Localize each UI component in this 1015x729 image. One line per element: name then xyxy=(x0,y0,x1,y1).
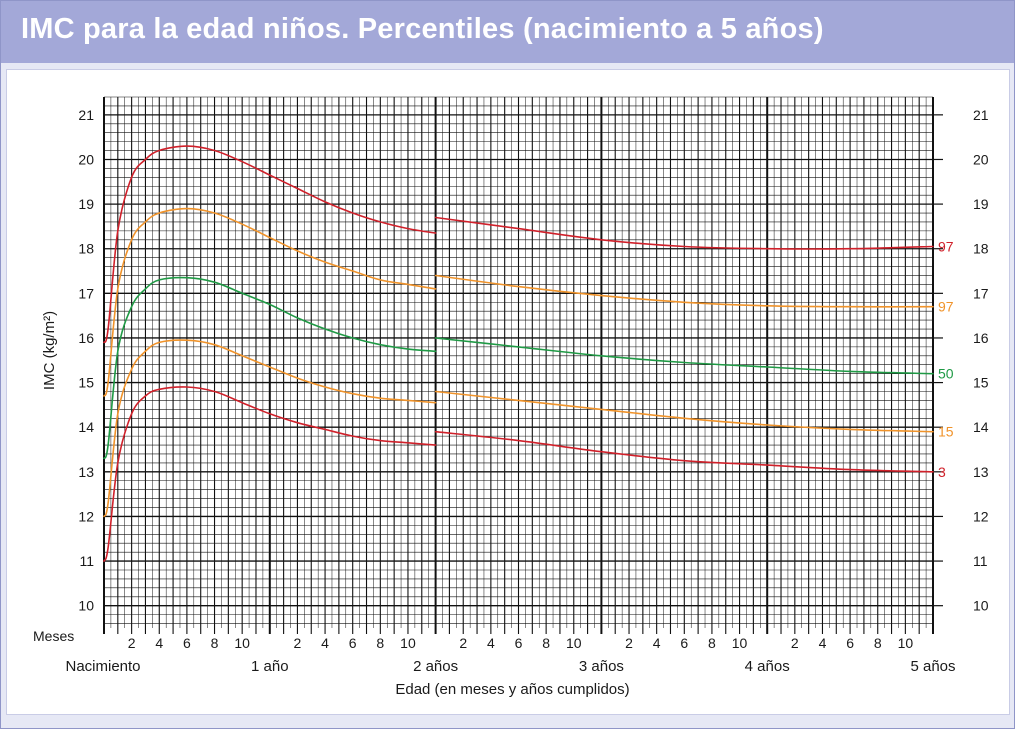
y-tick-label-left: 19 xyxy=(78,196,94,212)
y-tick-label-left: 18 xyxy=(78,241,94,257)
month-tick-label: 4 xyxy=(487,635,495,651)
month-tick-label: 2 xyxy=(128,635,136,651)
axis-labels: 10 10 11 11 12 12 13 13 14 14 15 15 16 16 17 17 18 18 19 19… xyxy=(33,107,989,698)
month-tick-label: 2 xyxy=(625,635,633,651)
percentile-curve-97 xyxy=(103,207,437,397)
y-tick-label-right: 19 xyxy=(973,196,989,212)
month-tick-label: 10 xyxy=(732,635,748,651)
y-tick-label-left: 21 xyxy=(78,107,94,123)
month-tick-label: 10 xyxy=(898,635,914,651)
month-tick-label: 6 xyxy=(349,635,357,651)
percentile-curve-3 xyxy=(434,430,934,473)
month-tick-label: 8 xyxy=(542,635,550,651)
y-tick-label-left: 10 xyxy=(78,598,94,614)
y-tick-label-left: 13 xyxy=(78,464,94,480)
months-row-label: Meses xyxy=(33,628,74,644)
month-tick-label: 10 xyxy=(234,635,250,651)
month-tick-label: 2 xyxy=(459,635,467,651)
y-tick-label-left: 11 xyxy=(79,553,94,569)
y-tick-label-left: 20 xyxy=(78,151,94,167)
y-tick-label-right: 20 xyxy=(973,151,989,167)
percentile-label-50: 50 xyxy=(938,366,954,382)
y-tick-label-right: 21 xyxy=(973,107,989,123)
bmi-percentile-chart: 10 10 11 11 12 12 13 13 14 14 15 15 16 16 17 17 18 18 19 19… xyxy=(33,96,989,698)
percentile-curve-97 xyxy=(434,274,934,308)
percentile-label-97: 97 xyxy=(938,299,954,315)
percentile-curves xyxy=(103,145,934,562)
y-tick-label-right: 18 xyxy=(973,241,989,257)
percentile-curve-97 xyxy=(434,216,934,250)
month-tick-label: 8 xyxy=(211,635,219,651)
title-bar: IMC para la edad niños. Percentiles (nac… xyxy=(1,1,1014,63)
y-tick-label-right: 15 xyxy=(973,375,989,391)
year-label: 3 años xyxy=(579,658,624,675)
percentile-curve-15 xyxy=(434,390,934,433)
chart-title: IMC para la edad niños. Percentiles (nac… xyxy=(21,13,824,45)
year-label: 5 años xyxy=(910,658,955,675)
percentile-curve-50 xyxy=(103,276,437,460)
chart-panel: 10 10 11 11 12 12 13 13 14 14 15 15 16 16 17 17 18 18 19 19… xyxy=(6,69,1010,715)
y-tick-label-right: 11 xyxy=(973,553,988,569)
y-tick-label-left: 15 xyxy=(78,375,94,391)
y-tick-label-left: 14 xyxy=(78,419,94,435)
percentile-label-97: 97 xyxy=(938,238,954,254)
y-tick-label-right: 16 xyxy=(973,330,989,346)
percentile-label-15: 15 xyxy=(938,424,954,440)
month-tick-label: 6 xyxy=(680,635,688,651)
percentile-label-3: 3 xyxy=(938,464,946,480)
percentile-curve-15 xyxy=(103,339,437,518)
percentile-curve-50 xyxy=(434,337,934,375)
month-tick-label: 10 xyxy=(400,635,416,651)
y-tick-label-right: 13 xyxy=(973,464,989,480)
month-tick-label: 6 xyxy=(515,635,523,651)
y-tick-label-right: 14 xyxy=(973,419,989,435)
percentile-curve-97 xyxy=(103,145,437,344)
month-tick-label: 2 xyxy=(791,635,799,651)
percentile-curve-3 xyxy=(103,386,437,562)
y-tick-label-left: 12 xyxy=(78,508,94,524)
month-tick-label: 8 xyxy=(708,635,716,651)
grid xyxy=(103,96,943,634)
month-tick-label: 4 xyxy=(819,635,827,651)
y-axis-title: IMC (kg/m²) xyxy=(41,311,58,390)
y-tick-label-right: 10 xyxy=(973,598,989,614)
month-tick-label: 4 xyxy=(653,635,661,651)
y-tick-label-left: 17 xyxy=(78,285,94,301)
month-tick-label: 2 xyxy=(294,635,302,651)
year-label: 1 año xyxy=(251,658,289,675)
year-label: 2 años xyxy=(413,658,458,675)
year-label: 4 años xyxy=(745,658,790,675)
month-tick-label: 6 xyxy=(183,635,191,651)
month-tick-label: 4 xyxy=(321,635,329,651)
y-tick-label-left: 16 xyxy=(78,330,94,346)
month-tick-label: 8 xyxy=(874,635,882,651)
month-tick-label: 10 xyxy=(566,635,582,651)
month-tick-label: 6 xyxy=(846,635,854,651)
x-axis-title: Edad (en meses y años cumplidos) xyxy=(395,681,629,698)
month-tick-label: 8 xyxy=(376,635,384,651)
year-label: Nacimiento xyxy=(65,658,140,675)
month-tick-label: 4 xyxy=(155,635,163,651)
y-tick-label-right: 17 xyxy=(973,285,989,301)
y-tick-label-right: 12 xyxy=(973,508,989,524)
